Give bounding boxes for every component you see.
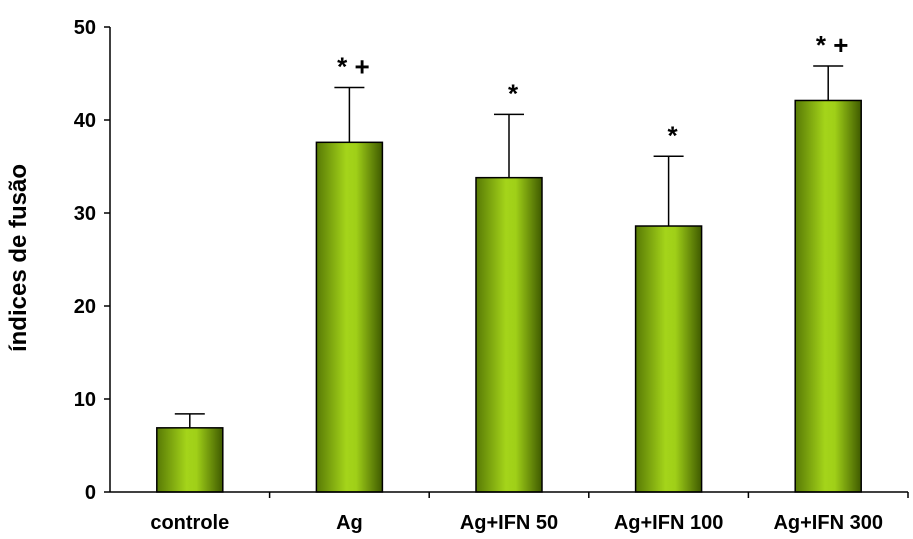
y-tick-label: 20 bbox=[74, 296, 96, 318]
significance-marker-2: * + bbox=[337, 51, 370, 81]
bar-4 bbox=[634, 225, 703, 493]
significance-marker-4: * bbox=[668, 120, 679, 150]
y-tick-label: 0 bbox=[85, 482, 96, 504]
bar-1 bbox=[156, 427, 224, 493]
bar-3 bbox=[475, 176, 543, 493]
y-tick-label: 50 bbox=[74, 17, 96, 39]
x-category-label: Ag+IFN 50 bbox=[460, 512, 558, 534]
x-category-label: Ag+IFN 100 bbox=[614, 512, 723, 534]
x-axis-category-labels: controle Ag Ag+IFN 50 Ag+IFN 100 Ag+IFN 300 bbox=[150, 492, 909, 534]
x-category-label: Ag+IFN 300 bbox=[773, 512, 882, 534]
bar-2 bbox=[315, 141, 384, 493]
bar-5 bbox=[794, 99, 862, 493]
y-tick-label: 40 bbox=[74, 110, 96, 132]
y-axis-ticks: 0 10 20 30 40 50 bbox=[74, 17, 110, 504]
significance-markers: * + * * * + bbox=[337, 30, 848, 150]
y-axis-title: índices de fusão bbox=[5, 164, 32, 352]
y-tick-label: 30 bbox=[74, 203, 96, 225]
x-category-label: Ag bbox=[336, 512, 363, 534]
x-category-label: controle bbox=[150, 512, 229, 534]
error-bars-group bbox=[174, 65, 844, 428]
y-tick-label: 10 bbox=[74, 389, 96, 411]
significance-marker-5: * + bbox=[816, 30, 849, 60]
significance-marker-3: * bbox=[508, 78, 519, 108]
